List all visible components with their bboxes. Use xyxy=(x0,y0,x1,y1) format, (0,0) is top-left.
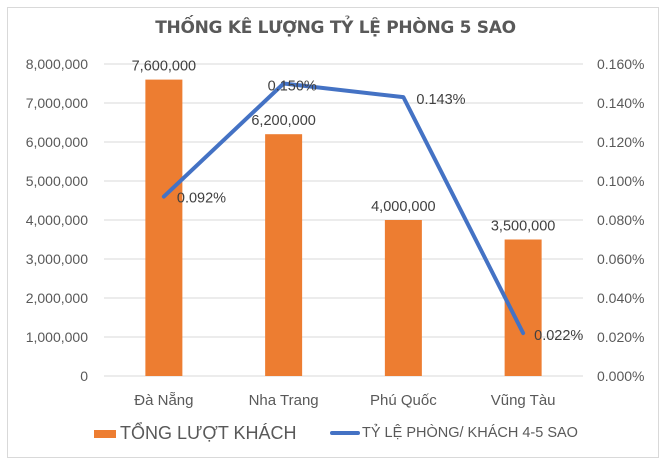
category-label: Đà Nẵng xyxy=(134,392,193,409)
left-axis-ticks: 0 1,000,000 2,000,000 3,000,000 4,000,000 5,0… xyxy=(26,56,89,384)
bar-value-label: 4,000,000 xyxy=(371,199,436,215)
legend-item-bar: TỔNG LƯỢT KHÁCH xyxy=(94,423,297,444)
bar-swatch-icon xyxy=(94,429,116,438)
bar-value-label: 3,500,000 xyxy=(491,219,556,235)
right-tick-label: 0.100% xyxy=(597,173,644,189)
bar-value-label: 6,200,000 xyxy=(251,113,316,129)
line-series xyxy=(161,81,526,336)
left-tick-label: 4,000,000 xyxy=(26,212,88,228)
left-tick-label: 0 xyxy=(80,368,88,384)
line-path xyxy=(161,81,526,336)
right-axis-ticks: 0.000% 0.020% 0.040% 0.060% 0.080% 0.100% 0.12… xyxy=(597,56,644,384)
category-label: Vũng Tàu xyxy=(491,392,556,409)
bar xyxy=(384,220,422,376)
line-swatch-icon xyxy=(330,431,360,435)
legend-item-line: TỶ LỆ PHÒNG/ KHÁCH 4-5 SAO xyxy=(330,425,578,441)
legend-label-bar: TỔNG LƯỢT KHÁCH xyxy=(120,423,297,443)
left-tick-label: 1,000,000 xyxy=(26,329,88,345)
bar-series xyxy=(145,79,542,376)
left-tick-label: 5,000,000 xyxy=(26,173,88,189)
right-tick-label: 0.140% xyxy=(597,95,644,111)
bar xyxy=(265,134,303,376)
line-value-label: 0.092% xyxy=(177,191,226,207)
category-label: Nha Trang xyxy=(249,392,319,409)
bar xyxy=(145,79,183,376)
gridlines xyxy=(104,63,583,377)
line-data-labels: 0.092% 0.150% 0.143% 0.022% xyxy=(177,79,584,345)
right-tick-label: 0.060% xyxy=(597,251,644,267)
legend: TỔNG LƯỢT KHÁCH TỶ LỆ PHÒNG/ KHÁCH 4-5 S… xyxy=(0,423,671,445)
right-tick-label: 0.040% xyxy=(597,290,644,306)
chart-title: THỐNG KÊ LƯỢNG TỶ LỆ PHÒNG 5 SAO xyxy=(155,18,516,38)
right-tick-label: 0.000% xyxy=(597,368,644,384)
right-tick-label: 0.160% xyxy=(597,56,644,72)
line-value-label: 0.150% xyxy=(268,79,317,95)
left-tick-label: 2,000,000 xyxy=(26,290,88,306)
bar-value-label: 7,600,000 xyxy=(132,59,197,75)
left-tick-label: 6,000,000 xyxy=(26,134,88,150)
right-tick-label: 0.120% xyxy=(597,134,644,150)
category-axis-labels: Đà Nẵng Nha Trang Phú Quốc Vũng Tàu xyxy=(134,392,555,409)
right-tick-label: 0.020% xyxy=(597,329,644,345)
right-tick-label: 0.080% xyxy=(597,212,644,228)
left-tick-label: 3,000,000 xyxy=(26,251,88,267)
category-label: Phú Quốc xyxy=(370,392,437,409)
left-tick-label: 7,000,000 xyxy=(26,95,88,111)
line-value-label: 0.022% xyxy=(534,328,583,344)
line-value-label: 0.143% xyxy=(416,92,465,108)
left-tick-label: 8,000,000 xyxy=(26,56,88,72)
chart-frame xyxy=(7,7,659,458)
legend-label-line: TỶ LỆ PHÒNG/ KHÁCH 4-5 SAO xyxy=(362,425,578,441)
bar-data-labels: 7,600,000 6,200,000 4,000,000 3,500,000 xyxy=(132,59,556,235)
